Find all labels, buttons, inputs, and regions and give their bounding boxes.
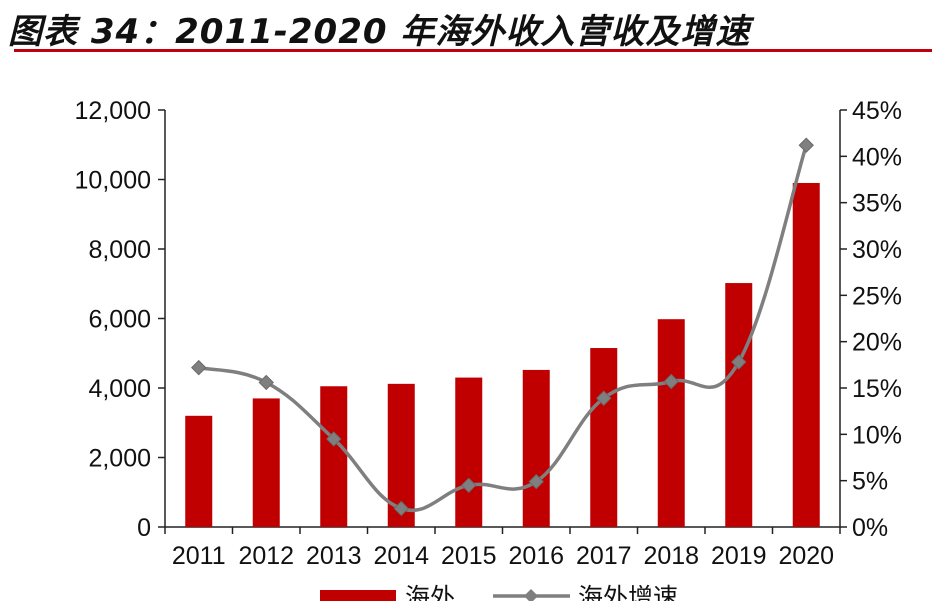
y-right-tick-label: 10%: [852, 421, 902, 449]
bar: [792, 182, 820, 527]
y-left-tick-label: 6,000: [88, 306, 151, 334]
x-tick-label: 2016: [508, 542, 564, 570]
line-marker: [326, 431, 342, 447]
bar: [522, 369, 550, 527]
x-tick-label: 2018: [643, 542, 699, 570]
y-left-tick-label: 8,000: [88, 236, 151, 264]
line-marker: [596, 390, 612, 406]
bar: [590, 348, 618, 527]
tick-labels: 0 2,000 4,000 6,000 8,000 10,000 12,000 0% 5% 10%…: [75, 97, 903, 570]
chart-title: 图表 34：2011-2020 年海外收入营收及增速: [8, 12, 751, 52]
y-right-tick-label: 25%: [852, 282, 902, 310]
legend-bar-label: 海外: [405, 583, 455, 601]
bar: [252, 398, 280, 527]
line-marker: [461, 477, 477, 494]
y-right-tick-label: 15%: [852, 375, 902, 403]
x-tick-label: 2014: [373, 542, 429, 570]
x-tick-label: 2011: [172, 542, 226, 570]
line-marker: [528, 473, 544, 490]
legend-bar-swatch: [320, 590, 396, 601]
y-right-tick-label: 40%: [852, 143, 902, 171]
y-right-tick-label: 30%: [852, 236, 902, 264]
y-left-tick-label: 10,000: [75, 167, 151, 195]
line-marker: [798, 137, 814, 153]
legend: 海外 海外增速: [320, 583, 678, 601]
line-marker: [731, 354, 747, 370]
x-tick-label: 2012: [238, 542, 294, 570]
y-left-tick-label: 4,000: [88, 375, 151, 403]
y-right-tick-label: 0%: [852, 514, 888, 542]
x-tick-label: 2017: [576, 542, 632, 570]
x-tick-label: 2019: [711, 542, 767, 570]
legend-line-label: 海外增速: [578, 583, 678, 601]
bar: [455, 377, 483, 527]
growth-line: [198, 144, 808, 512]
bar: [725, 283, 753, 527]
y-right-tick-label: 5%: [852, 468, 888, 496]
line-marker: [258, 374, 274, 391]
x-tick-label: 2015: [441, 542, 497, 570]
x-tick-label: 2020: [778, 542, 834, 570]
title-rule: [14, 49, 932, 52]
y-left-tick-label: 12,000: [75, 97, 151, 125]
y-right-tick-label: 20%: [852, 329, 902, 357]
bar: [657, 319, 685, 527]
line-marker: [393, 500, 409, 517]
bar-series: [185, 182, 820, 527]
bar: [320, 386, 348, 527]
x-tick-label: 2013: [306, 542, 362, 570]
y-right-tick-label: 45%: [852, 97, 902, 125]
line-marker: [663, 373, 679, 390]
line-marker: [191, 359, 207, 376]
legend-line-marker: [524, 589, 538, 601]
y-left-tick-label: 2,000: [88, 445, 151, 473]
line-series: [191, 137, 814, 517]
bar: [185, 415, 213, 527]
y-left-tick-label: 0: [137, 514, 151, 542]
y-right-tick-label: 35%: [852, 190, 902, 218]
